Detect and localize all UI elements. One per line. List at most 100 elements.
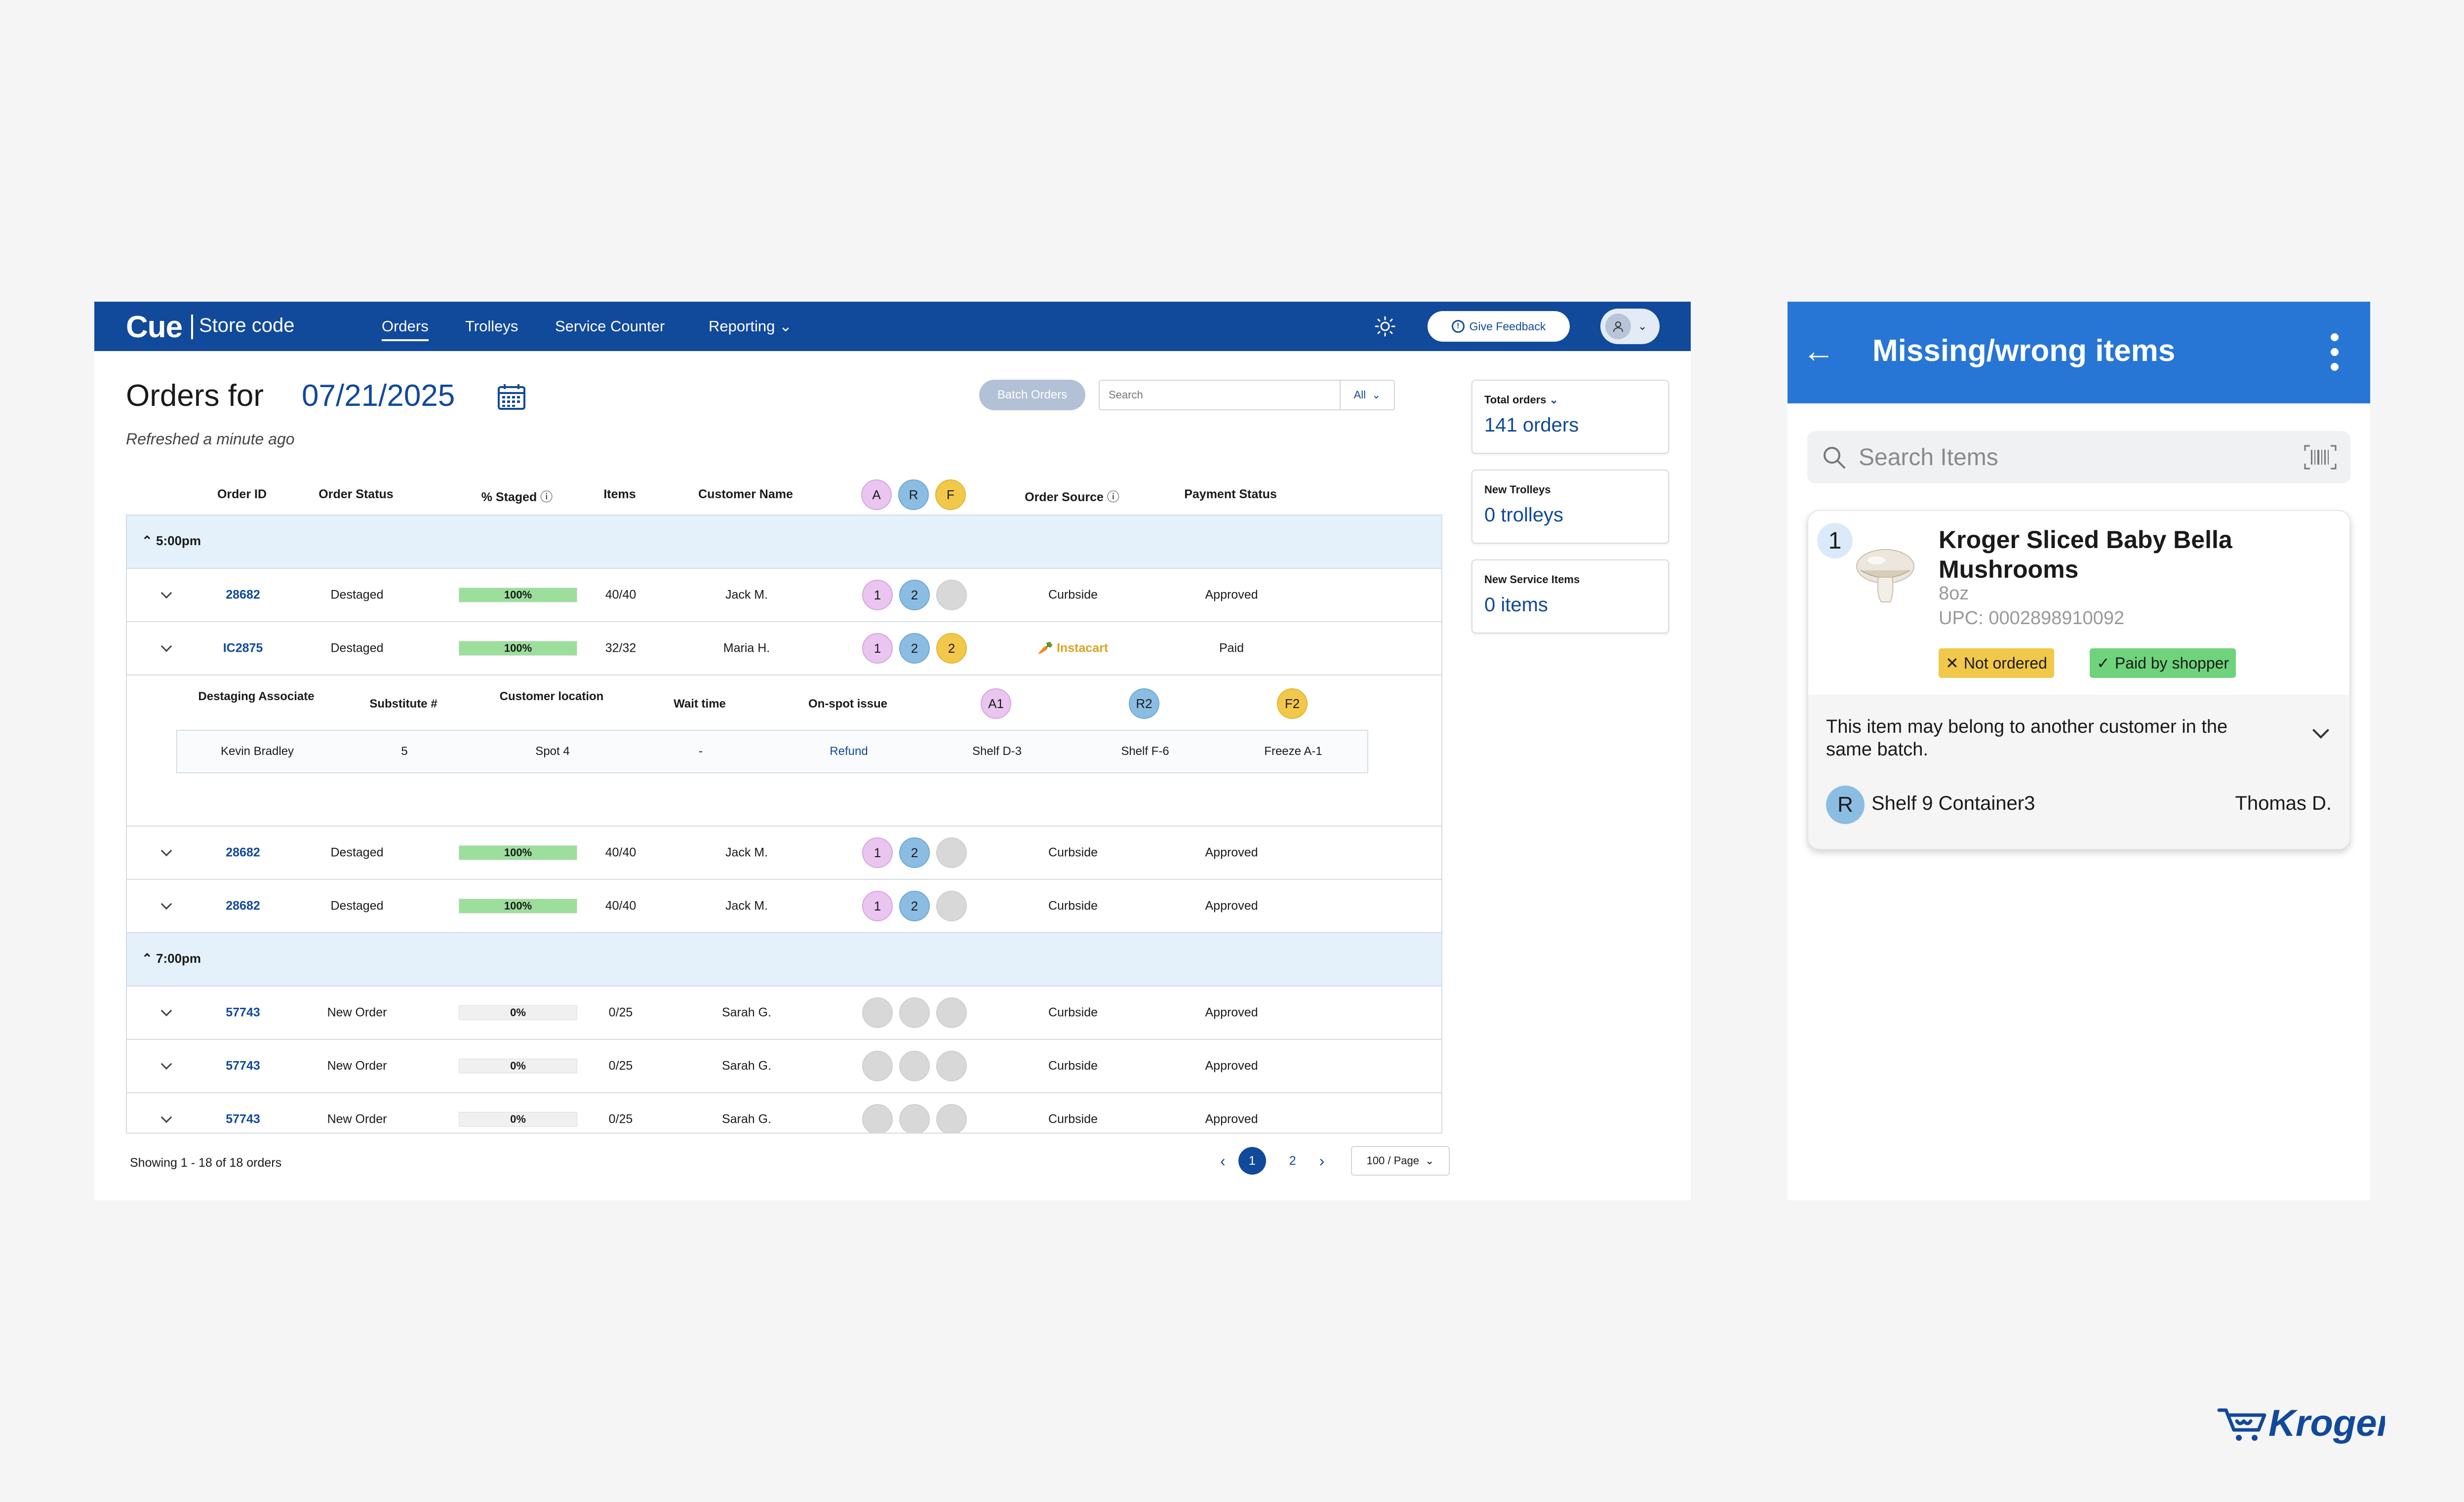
header-badge-r: R [898,479,929,510]
refund-link[interactable]: Refund [830,745,868,758]
nav-reporting[interactable]: Reporting ⌄ [709,317,792,335]
staged-progress: 0% [459,1059,577,1073]
customer-name: Sarah G. [721,1005,772,1020]
table-row[interactable]: 28682 Destaged 100% 40/40 Jack M. 1 2 Curbside A… [127,569,1441,622]
info-icon: ⓘ [540,490,553,504]
staged-progress: 100% [459,588,577,602]
back-arrow-icon[interactable]: ← [1802,332,1835,369]
customer-name: Jack M. [725,588,768,602]
table-row[interactable]: 28682 Destaged 100% 40/40 Jack M. 1 2 Curbside A… [127,880,1441,933]
user-menu[interactable]: ⌄ [1600,309,1660,344]
table-row[interactable]: 57743 New Order 0% 0/25 Sarah G. Curbside Appr… [127,1040,1441,1093]
nav-orders[interactable]: Orders [382,317,429,341]
theme-toggle-icon[interactable] [1374,316,1396,337]
chevron-down-icon[interactable] [2312,722,2329,739]
order-source: Curbside [1048,588,1098,602]
give-feedback-button[interactable]: ! Give Feedback [1428,311,1570,342]
header-badge-a: A [861,479,892,510]
tag-label: Not ordered [1963,654,2047,672]
customer-name: Jack M. [725,899,768,913]
calendar-icon[interactable] [497,383,526,411]
staged-percent: 0% [510,1006,526,1019]
col-order-source[interactable]: Order Source ⓘ [1025,487,1119,505]
per-page-select[interactable]: 100 / Page ⌄ [1351,1146,1450,1176]
col-staged[interactable]: % Staged ⓘ [481,487,553,505]
batch-orders-button[interactable]: Batch Orders [979,380,1085,410]
missing-item-card[interactable]: 1 Kroger Sliced Baby Bella Mushrooms 8oz… [1807,510,2350,850]
temp-zone-badge [936,1104,967,1133]
order-id-link[interactable]: IC2875 [223,641,263,655]
pagination: ‹ 1 2 › [1220,1147,1324,1175]
card-label: New Service Items [1484,573,1580,586]
order-source: Curbside [1048,1005,1098,1020]
col-payment-status[interactable]: Payment Status [1184,487,1277,501]
screen-title: Missing/wrong items [1872,334,2176,368]
staged-progress: 100% [459,899,577,913]
nav-service-counter[interactable]: Service Counter [555,317,665,335]
order-id-link[interactable]: 57743 [226,1059,260,1073]
order-id-link[interactable]: 28682 [226,899,260,913]
item-count: 0/25 [608,1005,633,1020]
col-items[interactable]: Items [603,487,636,501]
expand-chevron-icon[interactable] [160,587,172,599]
table-row[interactable]: IC2875 Destaged 100% 32/32 Maria H. 1 2 2 🥕 Inst… [127,622,1441,675]
selected-date[interactable]: 07/21/2025 [302,379,455,413]
order-id-link[interactable]: 28682 [226,845,260,860]
table-row[interactable]: 57743 New Order 0% 0/25 Sarah G. Curbside Appr… [127,1093,1441,1133]
staged-percent: 100% [504,846,532,859]
staged-progress-fill [459,899,577,913]
temp-zone-badge: 1 [862,580,893,610]
item-location: Shelf 9 Container3 [1871,792,2035,814]
page-title: Orders for [126,379,264,413]
expand-chevron-icon[interactable] [160,898,172,910]
temp-zone-badge [936,891,967,921]
expand-chevron-icon[interactable] [160,1111,172,1123]
prev-page-icon[interactable]: ‹ [1220,1151,1226,1170]
per-page-value: 100 / Page [1366,1154,1419,1167]
payment-status: Approved [1205,588,1258,602]
temp-zone-badge [899,1051,930,1081]
page-1-button[interactable]: 1 [1238,1147,1266,1175]
group-label: ⌃ 7:00pm [142,951,201,966]
order-status: New Order [327,1059,387,1073]
item-search[interactable]: Search Items [1807,431,2350,483]
location-f2: Freeze A-1 [1264,745,1322,758]
expand-chevron-icon[interactable] [160,1005,172,1017]
col-order-source-label: Order Source [1025,490,1104,504]
col-order-status[interactable]: Order Status [318,487,394,501]
more-options-icon[interactable] [2331,333,2339,371]
page-2-button[interactable]: 2 [1289,1153,1296,1168]
item-count: 0/25 [608,1112,633,1126]
total-orders-card[interactable]: Total orders ⌄ 141 orders [1471,380,1669,454]
info-icon: ! [1451,320,1465,333]
table-row[interactable]: 28682 Destaged 100% 40/40 Jack M. 1 2 Curbside A… [127,827,1441,880]
col-order-id[interactable]: Order ID [217,487,267,501]
group-row[interactable]: ⌃ 5:00pm [127,515,1441,569]
temp-zone-badge [936,837,967,868]
nav-trolleys[interactable]: Trolleys [465,317,518,335]
temp-zone-badge: 2 [899,891,930,921]
customer-name: Jack M. [725,845,768,860]
expand-chevron-icon[interactable] [160,640,172,652]
substitute-count: 5 [401,745,408,758]
filter-select[interactable]: All ⌄ [1340,381,1394,409]
expand-chevron-icon[interactable] [160,1058,172,1070]
detail-badge-r2: R2 [1129,688,1159,719]
barcode-scan-icon[interactable] [2304,444,2337,471]
order-source: 🥕 Instacart [1038,641,1108,656]
table-row[interactable]: 57743 New Order 0% 0/25 Sarah G. Curbside Appr… [127,987,1441,1040]
new-trolleys-card[interactable]: New Trolleys 0 trolleys [1471,470,1669,544]
payment-status: Approved [1205,899,1258,913]
expand-chevron-icon[interactable] [160,845,172,857]
chevron-down-icon: ⌄ [1638,320,1647,332]
order-id-link[interactable]: 57743 [226,1112,260,1126]
detail-badge-f2: F2 [1277,688,1308,719]
detail-header: Substitute # [369,697,437,711]
group-row[interactable]: ⌃ 7:00pm [127,933,1441,987]
next-page-icon[interactable]: › [1319,1151,1325,1170]
new-service-items-card[interactable]: New Service Items 0 items [1471,559,1669,633]
order-id-link[interactable]: 28682 [226,588,260,602]
order-id-link[interactable]: 57743 [226,1005,260,1020]
col-customer-name[interactable]: Customer Name [698,487,793,501]
search-input[interactable] [1100,381,1340,409]
